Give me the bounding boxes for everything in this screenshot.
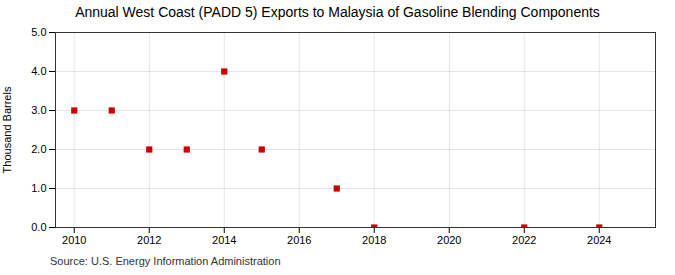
svg-text:2020: 2020: [437, 234, 461, 246]
svg-text:3.0: 3.0: [31, 104, 46, 116]
svg-text:0.0: 0.0: [31, 221, 46, 233]
html-text:Source: U.S. Energy Informatio: Source: U.S. Energy Information Administ…: [50, 255, 281, 267]
svg-text:2010: 2010: [62, 234, 86, 246]
svg-text:1.0: 1.0: [31, 182, 46, 194]
svg-text:2.0: 2.0: [31, 143, 46, 155]
svg-text:2016: 2016: [287, 234, 311, 246]
svg-text:2018: 2018: [362, 234, 386, 246]
svg-text:4.0: 4.0: [31, 65, 46, 77]
svg-text:Thousand Barrels: Thousand Barrels: [1, 86, 13, 173]
svg-text:2014: 2014: [212, 234, 236, 246]
svg-text:2022: 2022: [512, 234, 536, 246]
svg-text:2012: 2012: [137, 234, 161, 246]
html-text:Annual West Coast (PADD 5) Exp: Annual West Coast (PADD 5) Exports to Ma…: [75, 4, 600, 20]
svg-text:2024: 2024: [587, 234, 611, 246]
svg-text:5.0: 5.0: [31, 26, 46, 38]
